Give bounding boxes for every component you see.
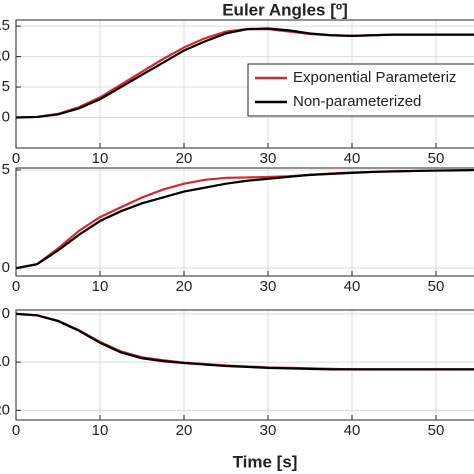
legend-label: Non-parameterized xyxy=(293,93,421,110)
x-tick-label: 40 xyxy=(344,150,361,167)
y-tick-label: 0 xyxy=(2,305,10,322)
chart-title: Euler Angles [º] xyxy=(222,0,348,19)
y-tick-label: -10 xyxy=(0,353,10,370)
legend-label: Exponential Parameteriz xyxy=(293,69,456,86)
x-tick-label: 50 xyxy=(428,150,445,167)
series-line xyxy=(15,312,474,371)
x-tick-label: 0 xyxy=(12,422,20,439)
y-tick-label: 5 xyxy=(2,78,10,95)
x-tick-label: 30 xyxy=(260,150,277,167)
series-line xyxy=(15,168,474,270)
x-tick-label: 30 xyxy=(260,278,277,295)
y-tick-label: -20 xyxy=(0,401,10,418)
x-tick-label: 20 xyxy=(176,150,193,167)
y-tick-label: 0 xyxy=(2,259,10,276)
axes-frame xyxy=(15,19,474,149)
axes-frame xyxy=(15,309,474,421)
axes-frame xyxy=(15,167,474,277)
x-axis-label: Time [s] xyxy=(233,452,298,471)
legend: Exponential Parameteriz Non-parameterized xyxy=(247,63,474,117)
x-tick-label: 40 xyxy=(344,422,361,439)
y-tick-label: 5 xyxy=(2,161,10,178)
x-tick-label: 50 xyxy=(428,422,445,439)
x-tick-label: 40 xyxy=(344,278,361,295)
series-line xyxy=(15,168,474,270)
y-tick-label: 10 xyxy=(0,48,10,65)
x-tick-label: 0 xyxy=(12,278,20,295)
x-tick-label: 20 xyxy=(176,422,193,439)
x-tick-label: 10 xyxy=(92,278,109,295)
legend-box xyxy=(247,63,474,117)
series-line xyxy=(15,27,474,119)
x-tick-label: 50 xyxy=(428,278,445,295)
x-tick-label: 30 xyxy=(260,422,277,439)
x-tick-label: 10 xyxy=(92,422,109,439)
y-tick-label: 15 xyxy=(0,17,10,34)
series-line xyxy=(15,312,474,371)
x-tick-label: 10 xyxy=(92,150,109,167)
x-tick-label: 20 xyxy=(176,278,193,295)
x-tick-label: 0 xyxy=(12,150,20,167)
y-tick-label: 0 xyxy=(2,108,10,125)
